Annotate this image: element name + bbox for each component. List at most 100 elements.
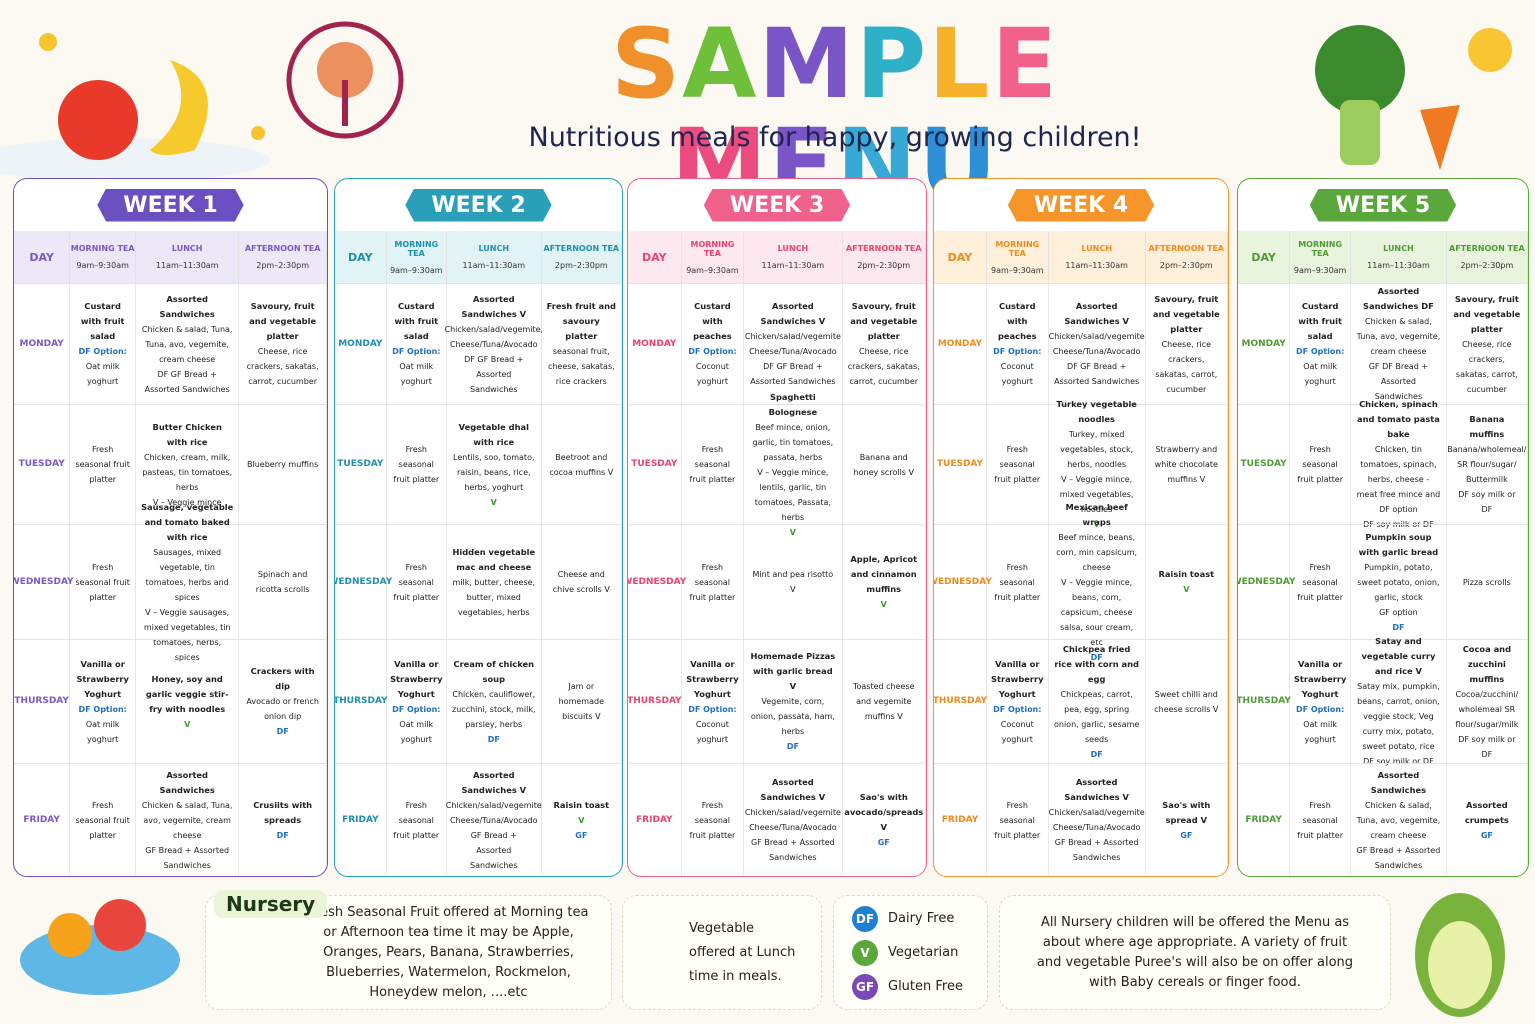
day-label: THURSDAY [934,639,987,763]
day-label: MONDAY [1238,283,1291,404]
week-header: WEEK 5 [1238,179,1528,231]
menu-line: Fresh seasonal fruit platter [994,562,1041,602]
menu-cell: Sao's with avocado/spreads V GF [842,763,926,876]
column-name: DAY [642,250,667,264]
menu-line: Vanilla or Strawberry Yoghurt [76,658,129,699]
menu-line: Assorted Sandwiches [159,769,215,795]
menu-line: Chicken/salad/vegemite Cheese/Tuna/Avoca… [744,332,841,356]
day-label: TUESDAY [628,404,682,524]
menu-cell: Fresh seasonal fruit platter [986,524,1049,639]
menu-cell: Assorted Sandwiches Chicken & salad, Tuna… [136,283,240,404]
week-header: WEEK 1 [14,179,327,231]
menu-cell: Fresh seasonal fruit platter [681,763,745,876]
day-label: THURSDAY [628,639,682,763]
menu-line: Fresh seasonal fruit platter [1297,800,1344,840]
menu-line: GF [877,838,890,847]
column-name: AFTERNOON TEA [244,244,321,253]
menu-line: V – Veggie mince, beans, corn, capsicum,… [1060,577,1134,647]
day-label: TUESDAY [335,404,387,524]
day-label: WEDNESDAY [1238,524,1296,639]
menu-line: Fresh seasonal fruit platter [994,445,1041,484]
week-panel: WEEK 5 DAY MORNING TEA 9am–9:30am LUNCH 11am–… [1237,178,1529,877]
menu-line: Savoury, fruit and vegetable platter [1453,293,1521,334]
menu-cell: Assorted Sandwiches V Chicken/salad/vegem… [446,763,542,876]
menu-cell: Assorted Sandwiches Chicken & salad, Tuna… [1351,763,1447,876]
column-name: MORNING TEA [394,239,439,258]
menu-line: Avocado or french onion dip [246,697,319,721]
menu-cell: Savoury, fruit and vegetable platter Chee… [1145,283,1228,404]
menu-line: Lentils, soo, tomato, raisin, beans, ric… [453,452,535,492]
menu-line: Sao's with spread V [1162,799,1211,825]
menu-line: seasonal fruit, cheese, sakatas, rice cr… [547,347,615,386]
menu-line: Homemade Pizzas with garlic bread V [750,651,836,691]
menu-line: V – Veggie mince, mixed vegetables, nood… [1059,475,1134,514]
menu-line: Jam or homemade biscuits V [558,682,604,721]
menu-line: Chicken, spinach and tomato pasta bake [1357,399,1440,439]
menu-line: Cheese, rice crackers, sakatas, carrot, … [246,347,319,386]
menu-cell: Toasted cheese and vegemite muffins V [842,639,926,763]
menu-cell: Blueberry muffins [239,404,327,524]
column-header: DAY [934,231,987,283]
column-header: AFTERNOON TEA 2pm–2:30pm [1145,231,1228,283]
column-header: AFTERNOON TEA 2pm–2:30pm [842,231,926,283]
menu-line: DF [1392,622,1405,632]
menu-cell: Assorted Sandwiches V Chicken/salad/vegem… [445,283,543,404]
menu-cell: Cream of chicken soup Chicken, cauliflowe… [446,639,542,763]
week-panel: WEEK 1 DAY MORNING TEA 9am–9:30am LUNCH 11am–… [13,178,328,877]
menu-line: Vanilla or Strawberry Yoghurt [686,658,739,699]
column-time: 2pm–2:30pm [554,261,608,270]
column-name: AFTERNOON TEA [1449,244,1525,253]
menu-line: DF [276,727,289,736]
nursery-box: Nursery Fresh Seasonal Fruit offered at … [205,890,612,1010]
menu-cell: Banana muffins Banana/wholemeal/ SR flour… [1446,404,1528,524]
column-header: LUNCH 11am–11:30am [1351,231,1447,283]
menu-cell: Vanilla or Strawberry Yoghurt DF Option: O… [386,639,447,763]
column-header: MORNING TEA 9am–9:30am [1290,231,1352,283]
menu-cell: Beetroot and cocoa muffins V [541,404,622,524]
menu-line: Turkey, mixed vegetables, stock, herbs, … [1060,430,1134,469]
menu-line: Oat milk yoghurt [1303,719,1337,744]
menu-line: Custard with fruit salad [1298,301,1342,341]
menu-line: DF Option: [1295,704,1345,714]
menu-line: Assorted Sandwiches DF [1363,286,1434,311]
menu-line: Oat milk yoghurt [399,719,434,744]
column-name: AFTERNOON TEA [845,244,922,253]
menu-cell: Raisin toast V [1145,524,1228,639]
menu-cell: Custard with fruit salad DF Option: Oat mi… [1290,283,1352,404]
menu-cell: Fresh seasonal fruit platter [386,404,447,524]
column-name: DAY [29,250,54,264]
column-time: 9am–9:30am [686,265,739,275]
column-name: MORNING TEA [70,244,135,253]
menu-line: Apple, Apricot and cinnamon muffins [850,554,918,594]
menu-line: DF [276,830,289,840]
menu-line: DF GF Bread + Assorted Sandwiches [1054,362,1140,386]
day-label: MONDAY [934,283,987,404]
menu-line: milk, butter, cheese, butter, mixed vege… [452,577,536,617]
menu-line: DF soy milk or DF [1458,734,1516,759]
menu-line: DF GF Bread + Assorted Sandwiches [144,369,230,394]
menu-line: Banana/wholemeal/ SR flour/sugar/ Butter… [1447,445,1527,484]
menu-line: Chicken, cauliflower, zucchini, stock, m… [452,689,536,729]
column-header: MORNING TEA 9am–9:30am [681,231,745,283]
legend: DF Dairy Free V Vegetarian GF Gluten Free [833,895,988,1010]
menu-line: Vanilla or Strawberry Yoghurt [991,658,1044,699]
menu-line: DF Option: [993,704,1042,714]
column-name: MORNING TEA [995,239,1040,258]
column-time: 2pm–2:30pm [256,261,310,270]
menu-cell: Fresh seasonal fruit platter [986,763,1049,876]
column-name: AFTERNOON TEA [1148,244,1225,253]
week-title: WEEK 3 [703,188,851,222]
menu-line: Fresh seasonal fruit platter [689,562,736,602]
menu-line: Chicken/salad/vegemite Cheese/Tuna/Avoca… [744,808,841,832]
column-name: MORNING TEA [690,239,735,258]
week-panel: WEEK 4 DAY MORNING TEA 9am–9:30am LUNCH 11am–… [933,178,1229,877]
menu-line: DF GF Bread + Assorted Sandwiches [464,354,524,394]
menu-cell: Vanilla or Strawberry Yoghurt DF Option: C… [681,639,745,763]
menu-cell: Vanilla or Strawberry Yoghurt DF Option: O… [1290,639,1352,763]
menu-line: DF [1090,749,1103,759]
menu-line: Savoury, fruit and vegetable platter [249,301,317,341]
column-header: LUNCH 11am–11:30am [1048,231,1146,283]
week-panel: WEEK 2 DAY MORNING TEA 9am–9:30am LUNCH 11am–… [334,178,623,877]
menu-line: DF [487,734,500,744]
